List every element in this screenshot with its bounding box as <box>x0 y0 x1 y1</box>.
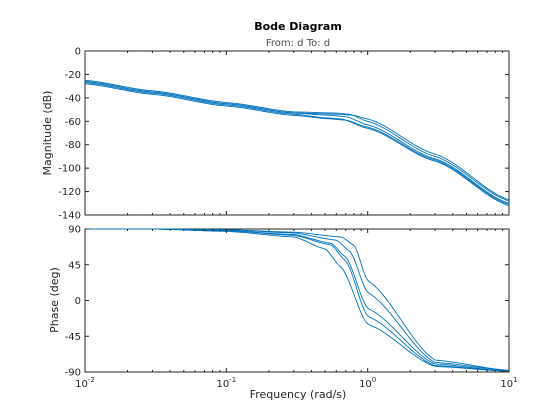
magnitude-ytick-label: -80 <box>65 140 81 151</box>
phase-traces <box>85 228 510 372</box>
magnitude-ytick-label: -120 <box>58 187 81 198</box>
phase-ytick-label: -45 <box>65 332 81 343</box>
phase-ytick-label: 0 <box>75 296 81 307</box>
frequency-tick-label: 10-2 <box>75 376 95 390</box>
phase-y-ticks: 90 45 0 -45 -90 <box>65 225 509 379</box>
magnitude-trace <box>84 81 510 201</box>
frequency-xlabel: Frequency (rad/s) <box>250 388 347 401</box>
frequency-tick-label: 10-1 <box>216 376 236 390</box>
phase-ytick-label: -90 <box>65 368 81 379</box>
magnitude-ytick-label: -40 <box>65 93 81 104</box>
phase-axes: 90 45 0 -45 -90 Phase (deg) <box>48 225 510 379</box>
frequency-tick-label: 100 <box>359 376 376 390</box>
magnitude-axes: 0 -20 -40 -60 -80 -100 -120 -140 Magnitude (dB) <box>41 47 510 222</box>
frequency-tick-label: 101 <box>500 376 517 390</box>
magnitude-trace <box>84 79 510 202</box>
phase-trace <box>85 228 510 372</box>
phase-ylabel: Phase (deg) <box>48 267 61 333</box>
phase-ytick-label: 45 <box>68 260 81 271</box>
phase-plot-area <box>84 228 510 373</box>
phase-ytick-label: 90 <box>68 225 81 236</box>
magnitude-y-ticks: 0 -20 -40 -60 -80 -100 -120 -140 <box>58 47 509 222</box>
magnitude-x-ticks <box>84 51 510 215</box>
magnitude-trace <box>84 82 510 207</box>
magnitude-ylabel: Magnitude (dB) <box>41 91 54 176</box>
chart-title: Bode Diagram <box>254 20 342 33</box>
magnitude-traces <box>84 79 510 207</box>
magnitude-ytick-label: -20 <box>65 70 81 81</box>
magnitude-plot-area <box>84 50 510 216</box>
magnitude-ytick-label: -100 <box>58 164 81 175</box>
magnitude-ytick-label: 0 <box>75 47 81 58</box>
magnitude-trace <box>84 83 510 205</box>
chart-subtitle: From: d To: d <box>266 38 330 49</box>
phase-x-ticks <box>84 229 510 372</box>
magnitude-ytick-label: -60 <box>65 117 81 128</box>
magnitude-ytick-label: -140 <box>58 211 81 222</box>
